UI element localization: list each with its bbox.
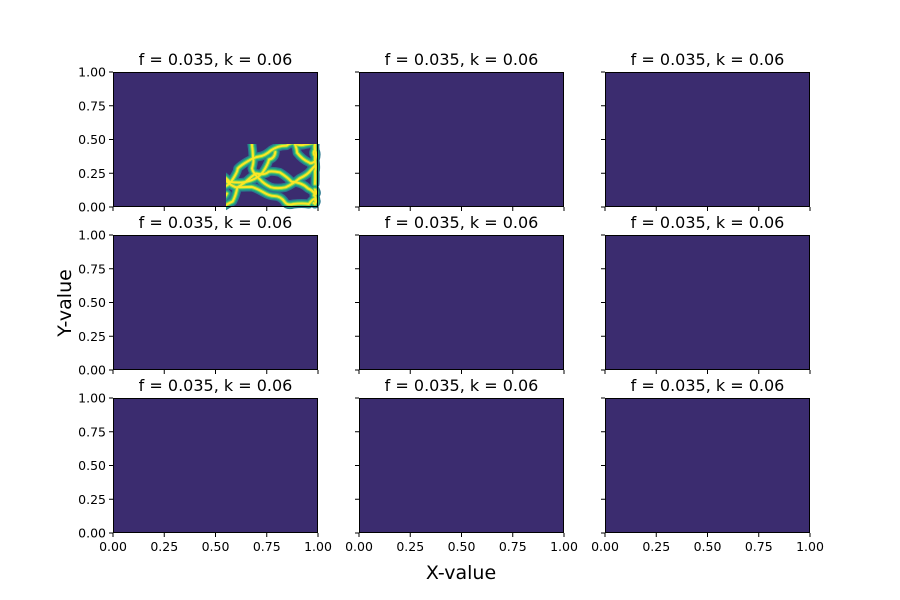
panel-6: f = 0.035, k = 0.06 — [601, 213, 811, 374]
axes-frame — [605, 72, 810, 207]
panel-title: f = 0.035, k = 0.06 — [139, 50, 293, 69]
pattern-stroke — [226, 179, 316, 206]
panel-title: f = 0.035, k = 0.06 — [385, 376, 539, 395]
x-tick-label: 0.25 — [150, 539, 178, 554]
axes-frame — [113, 235, 318, 370]
x-tick-label: 1.00 — [550, 539, 578, 554]
axes-frame — [359, 235, 564, 370]
pattern-stroke — [226, 170, 318, 207]
axes-frame — [113, 398, 318, 533]
y-tick-label: 0.50 — [78, 132, 106, 147]
axes-frame — [605, 235, 810, 370]
y-tick-label: 0.25 — [78, 166, 106, 181]
heatmap-background — [605, 398, 810, 533]
panel-title: f = 0.035, k = 0.06 — [385, 213, 539, 232]
heatmap-background — [359, 398, 564, 533]
axes-frame — [113, 72, 318, 207]
pattern-stroke — [226, 151, 277, 184]
x-tick-label: 0.00 — [591, 539, 619, 554]
x-tick-label: 0.50 — [694, 539, 722, 554]
x-tick-label: 0.50 — [448, 539, 476, 554]
y-tick-label: 0.00 — [78, 526, 106, 541]
panel-title: f = 0.035, k = 0.06 — [631, 50, 785, 69]
y-tick-label: 0.75 — [78, 98, 106, 113]
x-tick-label: 1.00 — [796, 539, 824, 554]
y-tick-label: 0.00 — [78, 200, 106, 215]
pattern-stroke — [226, 144, 293, 188]
y-tick-label: 0.00 — [78, 363, 106, 378]
pattern-stroke — [293, 144, 316, 165]
y-tick-label: 0.25 — [78, 329, 106, 344]
x-tick-label: 0.00 — [345, 539, 373, 554]
y-tick-label: 0.50 — [78, 295, 106, 310]
y-tick-label: 1.00 — [78, 391, 106, 406]
heatmap-background — [359, 72, 564, 207]
y-tick-label: 0.75 — [78, 424, 106, 439]
panel-9: f = 0.035, k = 0.06 0.00 0.25 0.50 0.75 1.00 — [591, 376, 824, 554]
x-tick-label: 0.50 — [202, 539, 230, 554]
panel-7: f = 0.035, k = 0.06 0.000.00 0.25 0.25 0.50 0… — [78, 376, 332, 554]
y-tick-label: 0.75 — [78, 261, 106, 276]
heatmap-background — [113, 398, 318, 533]
panel-5: f = 0.035, k = 0.06 — [355, 213, 565, 374]
y-tick-label: 1.00 — [78, 65, 106, 80]
x-tick-label: 0.75 — [745, 539, 773, 554]
y-axis-label: Y-value — [54, 269, 76, 338]
y-tick-label: 0.25 — [78, 492, 106, 507]
panel-title: f = 0.035, k = 0.06 — [139, 376, 293, 395]
x-tick-label: 0.25 — [642, 539, 670, 554]
x-tick-label: 0.75 — [499, 539, 527, 554]
panel-8: f = 0.035, k = 0.06 0.00 0.25 0.50 0.75 1.00 — [345, 376, 578, 554]
x-tick-label: 0.25 — [396, 539, 424, 554]
panel-2: f = 0.035, k = 0.06 — [355, 50, 565, 211]
panel-1: f = 0.035, k = 0.06 0.00 0.25 0.50 0.75 1.00 — [78, 50, 321, 215]
panel-title: f = 0.035, k = 0.06 — [631, 376, 785, 395]
axes-frame — [359, 72, 564, 207]
y-tick-label: 0.50 — [78, 458, 106, 473]
heatmap-pattern — [226, 144, 321, 211]
panel-title: f = 0.035, k = 0.06 — [139, 213, 293, 232]
x-axis-label: X-value — [426, 562, 496, 584]
axes-frame — [359, 398, 564, 533]
panel-title: f = 0.035, k = 0.06 — [631, 213, 785, 232]
heatmap-background — [605, 235, 810, 370]
heatmap-background — [113, 235, 318, 370]
heatmap-background — [605, 72, 810, 207]
pattern-stroke — [293, 144, 318, 185]
panel-3: f = 0.035, k = 0.06 — [601, 50, 811, 211]
x-tick-label: 0.00 — [99, 539, 127, 554]
x-tick-label: 0.75 — [253, 539, 281, 554]
panel-4: f = 0.035, k = 0.06 0.00 0.25 0.50 0.75 1.00 — [78, 213, 319, 378]
pattern-stroke — [250, 144, 317, 190]
y-tick-label: 1.00 — [78, 228, 106, 243]
x-tick-label: 1.00 — [304, 539, 332, 554]
heatmap-background — [359, 235, 564, 370]
panel-title: f = 0.035, k = 0.06 — [385, 50, 539, 69]
axes-frame — [605, 398, 810, 533]
panels-group: f = 0.035, k = 0.060.000.250.500.751.00f… — [78, 50, 824, 554]
